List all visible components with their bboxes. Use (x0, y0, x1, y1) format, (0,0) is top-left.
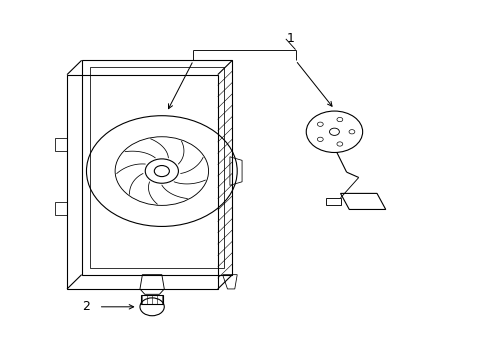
Text: 1: 1 (286, 32, 294, 45)
Text: 2: 2 (82, 300, 90, 313)
